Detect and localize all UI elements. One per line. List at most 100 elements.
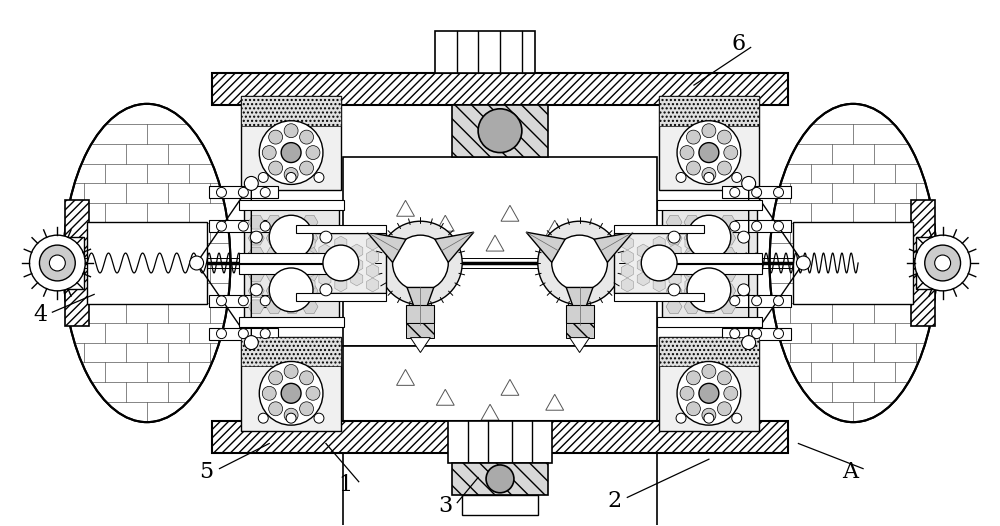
- Polygon shape: [367, 236, 379, 250]
- Circle shape: [687, 268, 731, 312]
- Polygon shape: [335, 264, 347, 278]
- Polygon shape: [284, 215, 300, 229]
- Bar: [239, 264, 344, 274]
- Text: 5: 5: [199, 461, 214, 483]
- Circle shape: [244, 336, 258, 350]
- Circle shape: [306, 146, 320, 159]
- Polygon shape: [248, 268, 264, 282]
- Bar: [241, 96, 341, 126]
- Circle shape: [717, 130, 731, 144]
- Circle shape: [259, 121, 323, 185]
- Circle shape: [314, 173, 324, 183]
- Polygon shape: [720, 231, 736, 245]
- Polygon shape: [526, 232, 565, 262]
- Bar: [452, 463, 548, 495]
- Bar: [566, 322, 594, 338]
- Circle shape: [732, 413, 742, 423]
- Bar: [241, 337, 341, 431]
- Circle shape: [730, 187, 740, 197]
- Polygon shape: [303, 250, 315, 264]
- Circle shape: [486, 465, 514, 493]
- Circle shape: [730, 221, 740, 231]
- Bar: [209, 295, 278, 307]
- Polygon shape: [284, 231, 300, 245]
- Polygon shape: [335, 250, 347, 264]
- Circle shape: [677, 361, 741, 425]
- Circle shape: [687, 215, 731, 259]
- Bar: [916, 237, 936, 289]
- Polygon shape: [566, 287, 593, 325]
- Bar: [296, 233, 386, 293]
- Polygon shape: [669, 258, 681, 272]
- Text: 6: 6: [732, 33, 746, 55]
- Circle shape: [717, 371, 731, 385]
- Bar: [659, 96, 759, 190]
- Circle shape: [314, 413, 324, 423]
- Circle shape: [393, 235, 448, 291]
- Circle shape: [478, 109, 522, 153]
- Polygon shape: [653, 278, 665, 292]
- Polygon shape: [266, 268, 282, 282]
- Bar: [406, 322, 434, 338]
- Circle shape: [717, 402, 731, 416]
- Circle shape: [680, 386, 694, 400]
- Circle shape: [306, 386, 320, 400]
- Bar: [566, 305, 594, 322]
- Bar: [406, 305, 434, 322]
- Ellipse shape: [63, 104, 230, 422]
- Polygon shape: [302, 268, 318, 282]
- Polygon shape: [666, 300, 682, 313]
- Bar: [212, 73, 788, 105]
- Bar: [657, 253, 762, 263]
- Circle shape: [668, 284, 680, 296]
- Circle shape: [702, 365, 716, 378]
- Circle shape: [258, 173, 268, 183]
- Polygon shape: [266, 247, 282, 261]
- Polygon shape: [702, 215, 718, 229]
- Circle shape: [300, 161, 314, 175]
- Circle shape: [258, 413, 268, 423]
- Polygon shape: [666, 215, 682, 229]
- Polygon shape: [666, 268, 682, 282]
- Circle shape: [244, 176, 258, 190]
- Bar: [239, 200, 344, 210]
- Circle shape: [259, 361, 323, 425]
- Polygon shape: [684, 215, 700, 229]
- Polygon shape: [303, 278, 315, 292]
- Polygon shape: [335, 278, 347, 292]
- Polygon shape: [302, 231, 318, 245]
- Polygon shape: [621, 236, 633, 250]
- Circle shape: [742, 336, 756, 350]
- Polygon shape: [702, 247, 718, 261]
- Polygon shape: [303, 264, 315, 278]
- Circle shape: [300, 130, 314, 144]
- Polygon shape: [653, 236, 665, 250]
- Polygon shape: [702, 268, 718, 282]
- Circle shape: [738, 284, 750, 296]
- Text: 1: 1: [339, 474, 353, 497]
- Circle shape: [702, 124, 716, 138]
- Circle shape: [717, 161, 731, 175]
- Circle shape: [752, 221, 762, 231]
- Polygon shape: [702, 231, 718, 245]
- Circle shape: [262, 386, 276, 400]
- Polygon shape: [621, 278, 633, 292]
- Polygon shape: [266, 284, 282, 298]
- Polygon shape: [351, 258, 363, 272]
- Bar: [343, 157, 657, 346]
- Circle shape: [286, 173, 296, 183]
- Text: 3: 3: [438, 495, 452, 517]
- Polygon shape: [266, 231, 282, 245]
- Bar: [296, 293, 386, 301]
- Polygon shape: [248, 284, 264, 298]
- Bar: [793, 222, 913, 304]
- Polygon shape: [684, 268, 700, 282]
- Circle shape: [250, 231, 262, 243]
- Circle shape: [284, 365, 298, 378]
- Circle shape: [699, 383, 719, 403]
- Bar: [614, 225, 704, 233]
- Circle shape: [724, 146, 738, 159]
- Circle shape: [774, 187, 783, 197]
- Polygon shape: [684, 284, 700, 298]
- Bar: [241, 337, 341, 367]
